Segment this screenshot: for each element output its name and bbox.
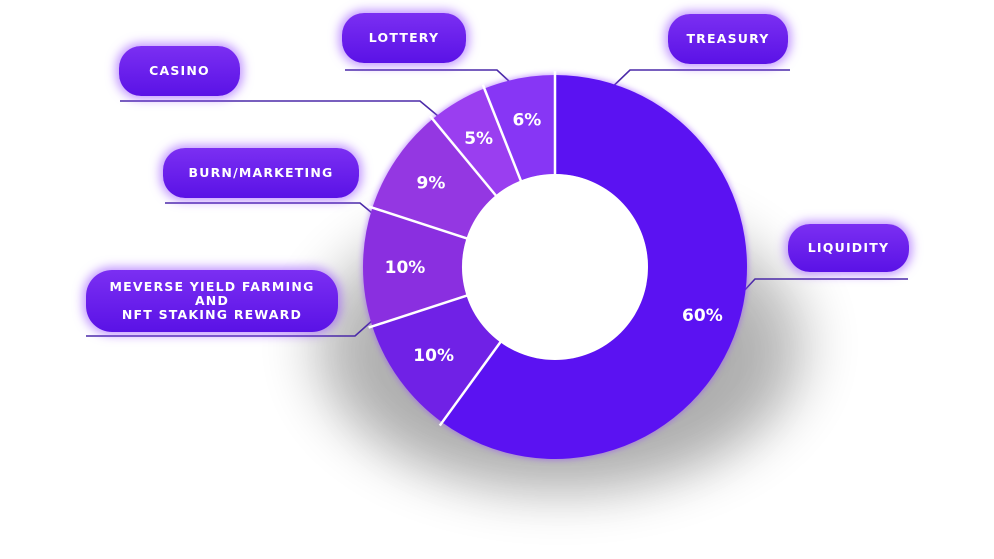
callout-liquidity-label: LIQUIDITY xyxy=(807,240,890,255)
divider-3 xyxy=(368,205,469,241)
slice-dividers xyxy=(368,71,557,427)
callout-burn-marketing-label: BURN/MARKETING xyxy=(188,165,334,180)
callout-lottery: LOTTERY xyxy=(342,13,466,63)
callout-yield-farming: MEVERSE YIELD FARMING AND NFT STAKING RE… xyxy=(86,270,338,332)
donut-hole xyxy=(462,174,648,360)
data-label-yield-farming: 10% xyxy=(413,346,454,366)
callout-casino: CASINO xyxy=(119,46,240,96)
data-labels: 60% 10% 10% 9% 5% 6% xyxy=(385,111,723,367)
data-label-burn-marketing: 10% xyxy=(385,258,426,278)
callout-treasury-label: TREASURY xyxy=(686,31,770,46)
callout-burn-marketing: BURN/MARKETING xyxy=(163,148,359,198)
callout-yield-line-2: AND xyxy=(194,293,230,308)
callout-liquidity: LIQUIDITY xyxy=(788,224,909,272)
slice-treasury xyxy=(484,75,555,181)
leader-casino xyxy=(120,100,451,127)
slice-casino xyxy=(372,119,496,239)
slice-yield-farming xyxy=(372,295,501,423)
data-label-lottery: 5% xyxy=(464,129,493,149)
divider-1 xyxy=(438,339,503,427)
data-label-treasury: 6% xyxy=(512,111,541,131)
data-label-liquidity: 60% xyxy=(682,306,723,326)
slice-lottery xyxy=(432,88,521,196)
callout-treasury: TREASURY xyxy=(668,14,788,64)
slice-liquidity xyxy=(442,75,747,459)
leader-burn xyxy=(165,202,391,229)
divider-2 xyxy=(368,293,469,329)
callout-lottery-label: LOTTERY xyxy=(368,30,440,45)
callout-casino-label: CASINO xyxy=(149,63,210,78)
slice-burn-marketing xyxy=(363,207,467,327)
divider-4 xyxy=(429,115,498,198)
callout-yield-line-3: NFT STAKING REWARD xyxy=(121,307,303,322)
donut-slices xyxy=(363,75,747,459)
callout-yield-line-1: MEVERSE YIELD FARMING xyxy=(109,279,315,294)
data-label-casino: 9% xyxy=(417,174,446,194)
divider-5 xyxy=(481,84,523,183)
